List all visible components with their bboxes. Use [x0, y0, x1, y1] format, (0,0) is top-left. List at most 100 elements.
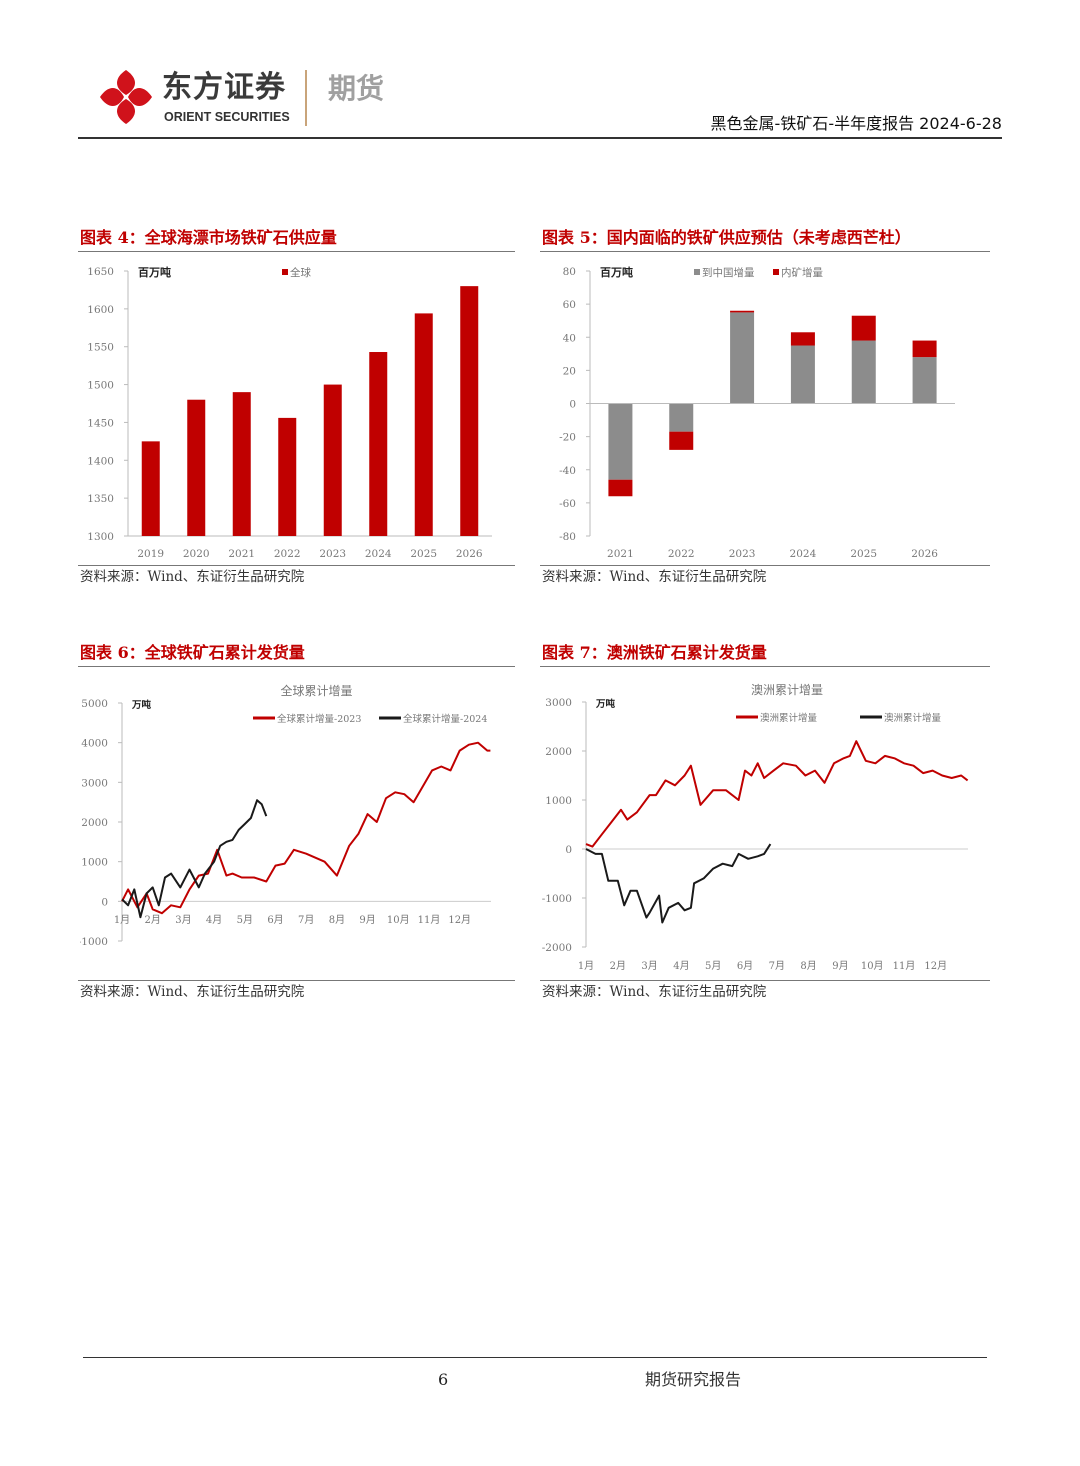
unit-label: 万吨	[595, 698, 616, 710]
x-tick-label: 9月	[359, 914, 375, 926]
x-tick-label: 11月	[418, 914, 441, 926]
bar-2022-china-arrivals	[669, 403, 694, 432]
y-tick-label: 4000	[81, 738, 108, 750]
x-tick-label: 11月	[893, 960, 916, 972]
x-tick-label: 12月	[924, 960, 947, 972]
y-tick-label: 1400	[87, 455, 114, 467]
bar-2026-china-arrivals	[912, 357, 937, 404]
y-tick-label: 1600	[87, 304, 114, 316]
x-tick-label: 5月	[705, 960, 721, 972]
y-tick-label: 1450	[87, 417, 114, 429]
bar-2021-china-arrivals	[608, 403, 633, 480]
x-tick-label: 2021	[228, 548, 255, 560]
figure-5-bottom-rule	[540, 565, 990, 566]
y-tick-label: 3000	[81, 777, 108, 789]
bar-2021-domestic-mine	[608, 479, 633, 497]
figure-7-title: 图表 7：澳洲铁矿石累计发货量	[542, 643, 767, 662]
chart-title: 全球累计增量	[280, 683, 352, 698]
y-tick-label: -60	[559, 498, 576, 510]
x-tick-label: 2025	[850, 548, 877, 560]
x-tick-label: 2026	[911, 548, 938, 560]
y-tick-label: 20	[563, 365, 576, 377]
x-tick-label: 2024	[790, 548, 817, 560]
x-tick-label: 2021	[607, 548, 634, 560]
y-tick-label: -20	[559, 432, 576, 444]
x-tick-label: 2019	[137, 548, 164, 560]
logo-divider	[305, 70, 307, 126]
x-tick-label: 3月	[175, 914, 191, 926]
legend-label: 到中国增量	[702, 266, 755, 279]
header-rule	[78, 137, 1002, 139]
bar-2025-domestic-mine	[851, 315, 876, 341]
y-tick-label: 60	[563, 299, 576, 311]
line-series-red	[585, 740, 969, 848]
figure-4-source: 资料来源：Wind、东证衍生品研究院	[80, 569, 305, 585]
x-tick-label: 2023	[729, 548, 756, 560]
x-tick-label: 6月	[267, 914, 283, 926]
figure-7-bottom-rule	[540, 980, 990, 981]
chart-australia-cumulative-shipments: 3000 2000 1000 0 -1000 -2000 万吨 1月 2月 3月 4月 5月 6月 7月 8…	[542, 683, 969, 972]
figure-4-bottom-rule	[78, 565, 515, 566]
x-tick-label: 2022	[274, 548, 301, 560]
bar-2025	[414, 313, 433, 536]
figure-6-title: 图表 6：全球铁矿石累计发货量	[80, 643, 305, 662]
bar-2024-china-arrivals	[790, 345, 815, 404]
footer-rule	[83, 1357, 987, 1358]
figure-6-source: 资料来源：Wind、东证衍生品研究院	[80, 984, 305, 1000]
chart-global-cumulative-shipments: 5000 4000 3000 2000 1000 0 -1000 万吨 1月 2月 3月 4月 5月 6月…	[80, 683, 491, 948]
chart-title: 澳洲累计增量	[751, 683, 823, 697]
y-tick-label: 0	[565, 844, 572, 856]
y-tick-label: 1500	[87, 380, 114, 392]
y-tick-label: 2000	[545, 746, 572, 758]
legend-label: 澳洲累计增量	[884, 712, 942, 724]
x-tick-label: 2024	[365, 548, 392, 560]
x-tick-label: 1月	[114, 914, 130, 926]
x-tick-label: 9月	[832, 960, 848, 972]
logo-text-en: ORIENT SECURITIES	[164, 110, 290, 124]
bar-2022-domestic-mine	[669, 431, 694, 450]
page-number: 6	[438, 1370, 449, 1389]
bar-2023	[323, 384, 342, 536]
line-series-black	[585, 843, 772, 924]
legend-label: 全球	[290, 266, 311, 279]
figure-7-rule	[540, 666, 990, 667]
figure-4-title: 图表 4：全球海漂市场铁矿石供应量	[80, 228, 337, 247]
y-tick-label: 1000	[545, 795, 572, 807]
y-tick-label: 1300	[87, 531, 114, 543]
x-tick-label: 2025	[410, 548, 437, 560]
figure-6-rule	[78, 666, 515, 667]
unit-label: 百万吨	[600, 265, 633, 279]
line-series-black	[121, 799, 268, 919]
bar-2023-china-arrivals	[730, 312, 755, 404]
company-logo	[98, 68, 154, 126]
bar-2020	[187, 399, 206, 536]
y-tick-label: -80	[559, 531, 576, 543]
bar-2019	[141, 441, 160, 536]
y-tick-label: 40	[563, 332, 576, 344]
y-tick-label: -40	[559, 465, 576, 477]
x-tick-label: 2020	[183, 548, 210, 560]
legend-swatch	[773, 269, 779, 275]
y-tick-label: 80	[563, 266, 576, 278]
x-tick-label: 7月	[298, 914, 314, 926]
legend-label: 内矿增量	[781, 266, 823, 279]
x-tick-label: 2026	[456, 548, 483, 560]
figure-5-source: 资料来源：Wind、东证衍生品研究院	[542, 569, 767, 585]
legend-swatch	[694, 269, 700, 275]
y-tick-label: -1000	[80, 936, 108, 948]
x-tick-label: 6月	[737, 960, 753, 972]
legend-swatch	[282, 269, 288, 275]
figure-6-bottom-rule	[78, 980, 515, 981]
x-tick-label: 8月	[800, 960, 816, 972]
bar-2026-domestic-mine	[912, 340, 937, 358]
figure-7-source: 资料来源：Wind、东证衍生品研究院	[542, 984, 767, 1000]
legend-label: 全球累计增量-2023	[277, 713, 361, 725]
x-tick-label: 3月	[641, 960, 657, 972]
y-tick-label: -2000	[542, 942, 572, 954]
bar-2021	[232, 392, 251, 536]
x-tick-label: 8月	[329, 914, 345, 926]
y-tick-label: 1550	[87, 342, 114, 354]
chart-domestic-supply-estimate: 80 60 40 20 0 -20 -40 -60 -80 百万吨 2021 2022 2023 2024…	[559, 265, 955, 560]
x-tick-label: 10月	[387, 914, 410, 926]
y-tick-label: 0	[101, 896, 108, 908]
